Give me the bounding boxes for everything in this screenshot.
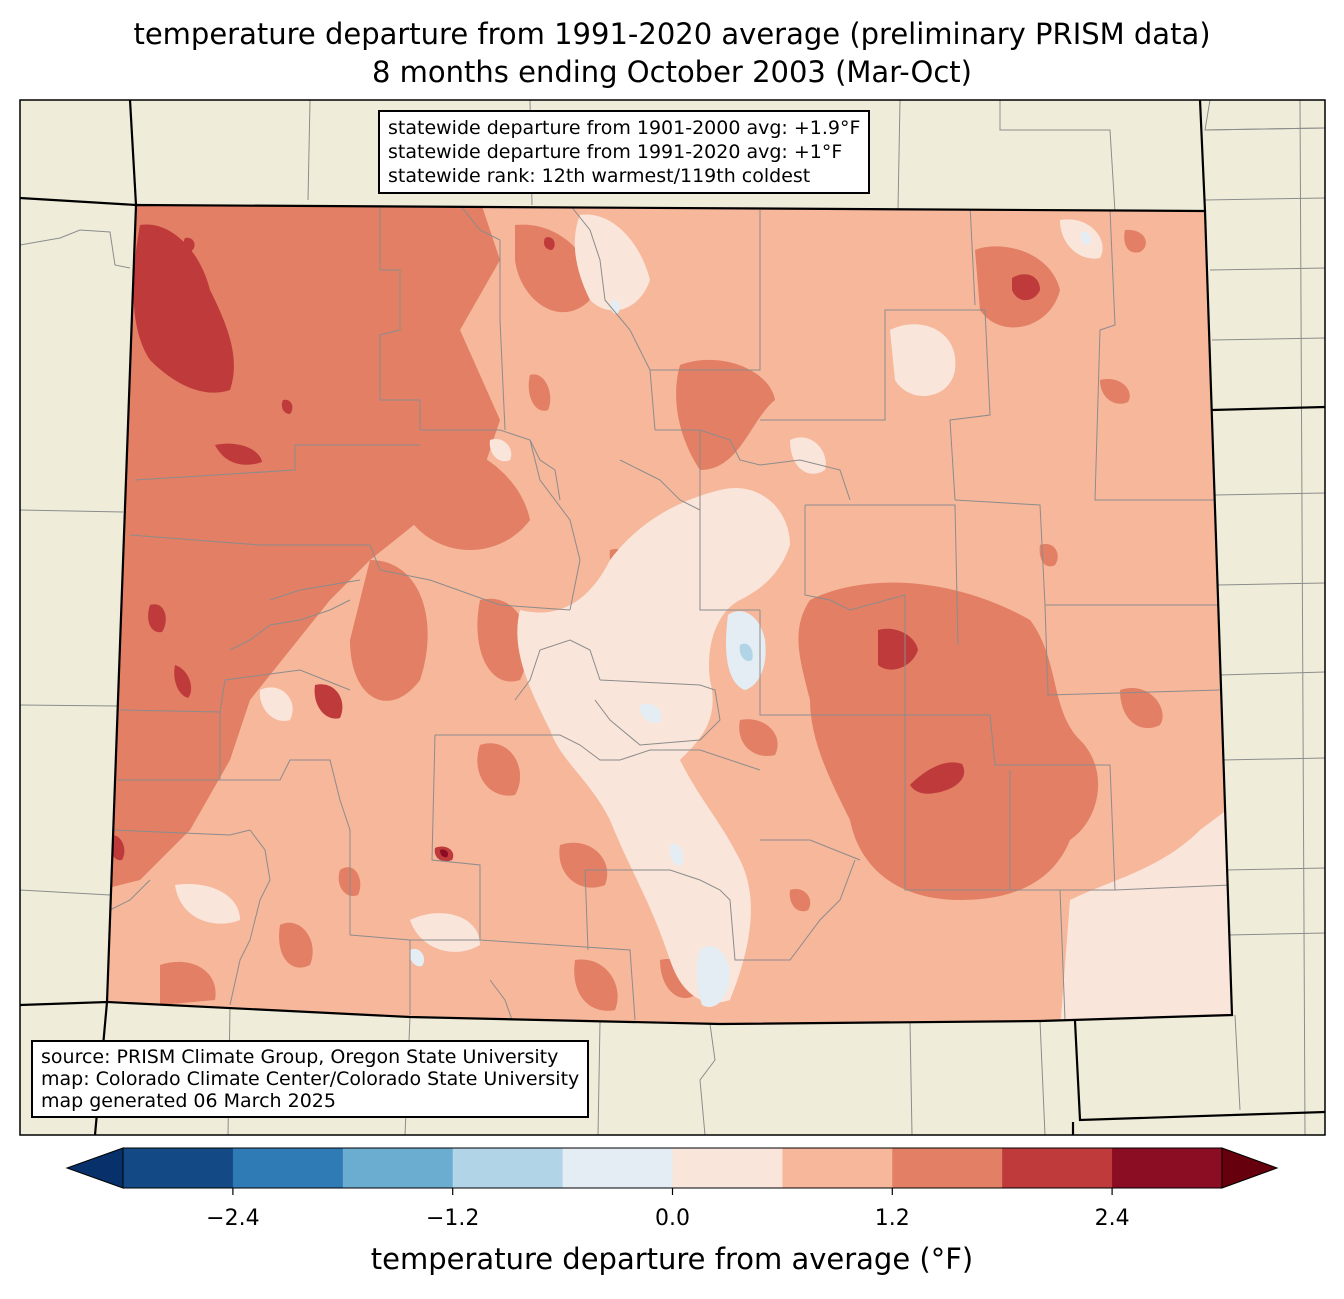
colorbar-segment bbox=[1002, 1148, 1113, 1188]
colorbar-under-arrow bbox=[65, 1147, 124, 1189]
colorbar bbox=[65, 1147, 1279, 1195]
generated-date-line: map generated 06 March 2025 bbox=[41, 1090, 336, 1112]
colorbar-tick-label: 1.2 bbox=[874, 1206, 910, 1231]
temperature-contours bbox=[107, 205, 1232, 1024]
colorbar-over-arrow bbox=[1221, 1147, 1279, 1189]
colorbar-tick-label: −1.2 bbox=[425, 1206, 480, 1231]
wyoming-utah-border bbox=[19, 196, 137, 207]
colorbar-segment bbox=[562, 1148, 673, 1188]
colorbar-segment bbox=[123, 1148, 234, 1188]
contour-band-2.4-3.0 bbox=[440, 849, 449, 858]
colorbar-tick-label: 2.4 bbox=[1094, 1206, 1130, 1231]
colorado-border bbox=[105, 203, 1234, 1026]
colorbar-title: temperature departure from average (°F) bbox=[370, 1242, 974, 1276]
colorbar-segment bbox=[672, 1148, 783, 1188]
colorbar-tick-label: 0.0 bbox=[655, 1206, 690, 1231]
colorbar-segment bbox=[892, 1148, 1003, 1188]
map-frame bbox=[19, 99, 1326, 1136]
colorbar-tick-label: −2.4 bbox=[206, 1206, 260, 1231]
colorbar-segment bbox=[232, 1148, 344, 1188]
statewide-stats-box: statewide departure from 1901-2000 avg: … bbox=[378, 110, 871, 194]
map-title-line-2: 8 months ending October 2003 (Mar-Oct) bbox=[371, 55, 972, 89]
colorbar-segment bbox=[452, 1148, 564, 1188]
map-title-line-1: temperature departure from 1991-2020 ave… bbox=[133, 17, 1211, 51]
stats-rank: statewide rank: 12th warmest/119th colde… bbox=[388, 165, 811, 187]
contour-band-neg1.2-neg0.6 bbox=[739, 643, 753, 662]
contour-band-0.0-0.6 bbox=[175, 214, 1232, 1024]
neighbor-county-lines bbox=[20, 100, 1325, 1135]
county-lines bbox=[109, 205, 1231, 1021]
source-line: source: PRISM Climate Group, Oregon Stat… bbox=[41, 1046, 559, 1068]
colorbar-segment bbox=[782, 1148, 893, 1188]
colorbar-segment bbox=[342, 1148, 454, 1188]
map-credit-line: map: Colorado Climate Center/Colorado St… bbox=[41, 1068, 580, 1090]
stats-departure-1901-2000: statewide departure from 1901-2000 avg: … bbox=[388, 117, 861, 139]
source-box: source: PRISM Climate Group, Oregon Stat… bbox=[31, 1040, 590, 1118]
stats-departure-1991-2020: statewide departure from 1991-2020 avg: … bbox=[388, 141, 843, 163]
colorbar-segment bbox=[1112, 1148, 1223, 1188]
